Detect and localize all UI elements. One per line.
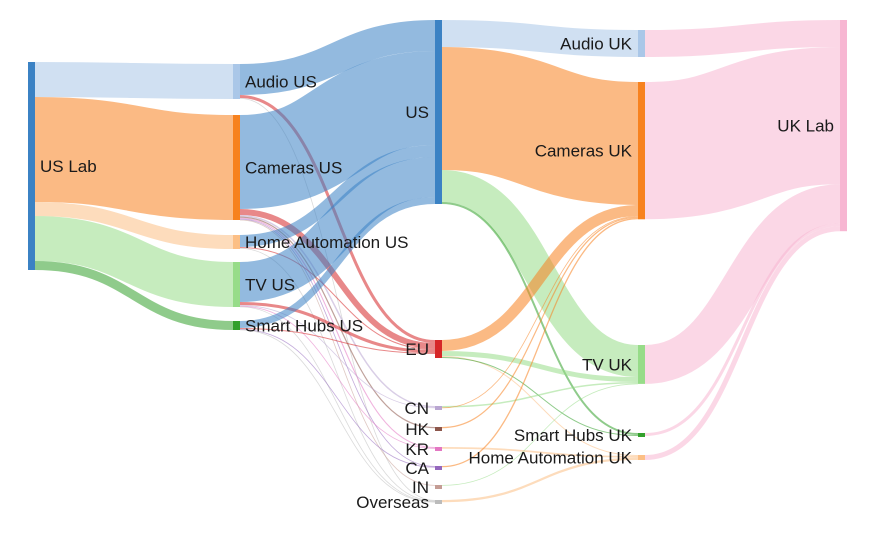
node-home_uk xyxy=(638,455,645,460)
link-ca-to-cameras_uk xyxy=(441,218,639,468)
node-hubs_uk xyxy=(638,433,645,437)
link-cameras_us-to-us xyxy=(238,51,437,209)
link-us_lab-to-hubs_us xyxy=(34,261,234,330)
link-audio_uk-to-uk_lab xyxy=(644,20,841,57)
link-hubs_uk-to-uk_lab xyxy=(644,223,841,436)
link-in-to-tv_uk xyxy=(441,383,639,486)
node-label-hk: HK xyxy=(405,420,429,439)
link-home_uk-to-uk_lab xyxy=(644,226,841,460)
node-hubs_us xyxy=(233,321,240,330)
node-cameras_uk xyxy=(638,82,645,220)
link-cameras_uk-to-uk_lab xyxy=(643,47,842,220)
node-label-hubs_us: Smart Hubs US xyxy=(245,317,363,336)
node-eu xyxy=(435,340,442,358)
node-in xyxy=(435,485,442,489)
node-label-uk_lab: UK Lab xyxy=(777,117,834,136)
link-audio_us-to-us xyxy=(239,20,436,95)
link-us-to-hubs_uk xyxy=(441,202,639,435)
link-hubs_us-to-eu xyxy=(239,328,436,354)
link-eu-to-hubs_uk xyxy=(441,357,639,436)
link-hubs_us-to-overseas xyxy=(239,329,436,503)
nodes-layer xyxy=(28,20,847,504)
node-overseas xyxy=(435,500,442,504)
link-tv_us-to-us xyxy=(239,157,436,302)
node-uk_lab xyxy=(840,20,847,232)
node-label-cameras_us: Cameras US xyxy=(245,159,342,178)
link-hubs_us-to-us xyxy=(239,197,436,328)
link-eu-to-cameras_uk xyxy=(441,205,639,351)
links-layer xyxy=(34,20,842,503)
link-us-to-cameras_uk xyxy=(440,47,640,205)
link-kr-to-home_uk xyxy=(441,447,639,458)
link-cameras_us-to-hk xyxy=(239,216,436,429)
node-label-home_uk: Home Automation UK xyxy=(469,449,633,468)
link-overseas-to-home_uk xyxy=(441,457,639,503)
link-cn-to-cameras_uk xyxy=(441,216,639,409)
link-cameras_us-to-kr xyxy=(239,217,436,449)
link-us_lab-to-home_us xyxy=(34,202,234,249)
node-label-in: IN xyxy=(412,478,429,497)
link-us_lab-to-tv_us xyxy=(34,216,234,307)
node-kr xyxy=(435,447,442,451)
node-label-eu: EU xyxy=(405,340,429,359)
link-cameras_us-to-cn xyxy=(239,215,436,408)
link-us_lab-to-cameras_us xyxy=(34,97,234,220)
node-label-cameras_uk: Cameras UK xyxy=(535,142,633,161)
link-tv_uk-to-uk_lab xyxy=(643,184,842,384)
link-eu-to-tv_uk xyxy=(441,351,639,382)
node-hk xyxy=(435,427,442,431)
node-cn xyxy=(435,406,442,410)
node-label-audio_uk: Audio UK xyxy=(560,35,632,54)
node-tv_us xyxy=(233,262,240,307)
link-home_us-to-us xyxy=(239,145,436,247)
node-audio_us xyxy=(233,64,240,99)
link-us-to-audio_uk xyxy=(441,20,639,57)
node-label-kr: KR xyxy=(405,440,429,459)
node-label-ca: CA xyxy=(405,459,429,478)
labels-layer: US Lab Audio US Cameras US Home Automation … xyxy=(40,35,834,513)
link-tv_us-to-kr xyxy=(239,305,436,449)
node-label-cn: CN xyxy=(404,399,429,418)
node-label-hubs_uk: Smart Hubs UK xyxy=(514,426,633,445)
node-us xyxy=(435,20,442,204)
link-hk-to-cameras_uk xyxy=(441,216,639,429)
node-label-us: US xyxy=(405,103,429,122)
link-tv_us-to-eu xyxy=(239,302,436,353)
link-hubs_us-to-ca xyxy=(239,329,436,468)
link-tv_us-to-cn xyxy=(239,305,436,409)
node-label-home_us: Home Automation US xyxy=(245,233,408,252)
node-label-tv_uk: TV UK xyxy=(582,355,633,374)
node-cameras_us xyxy=(233,115,240,220)
node-us_lab xyxy=(28,62,35,270)
node-label-audio_us: Audio US xyxy=(245,73,317,92)
node-home_us xyxy=(233,235,240,249)
link-cn-to-tv_uk xyxy=(441,382,639,408)
node-label-us_lab: US Lab xyxy=(40,157,97,176)
node-label-overseas: Overseas xyxy=(356,493,429,512)
link-us_lab-to-audio_us xyxy=(34,62,234,99)
node-label-tv_us: TV US xyxy=(245,276,295,295)
node-audio_uk xyxy=(638,30,645,57)
link-home_us-to-eu xyxy=(239,247,436,350)
node-tv_uk xyxy=(638,345,645,384)
link-cameras_us-to-eu xyxy=(239,209,436,349)
node-ca xyxy=(435,466,442,470)
